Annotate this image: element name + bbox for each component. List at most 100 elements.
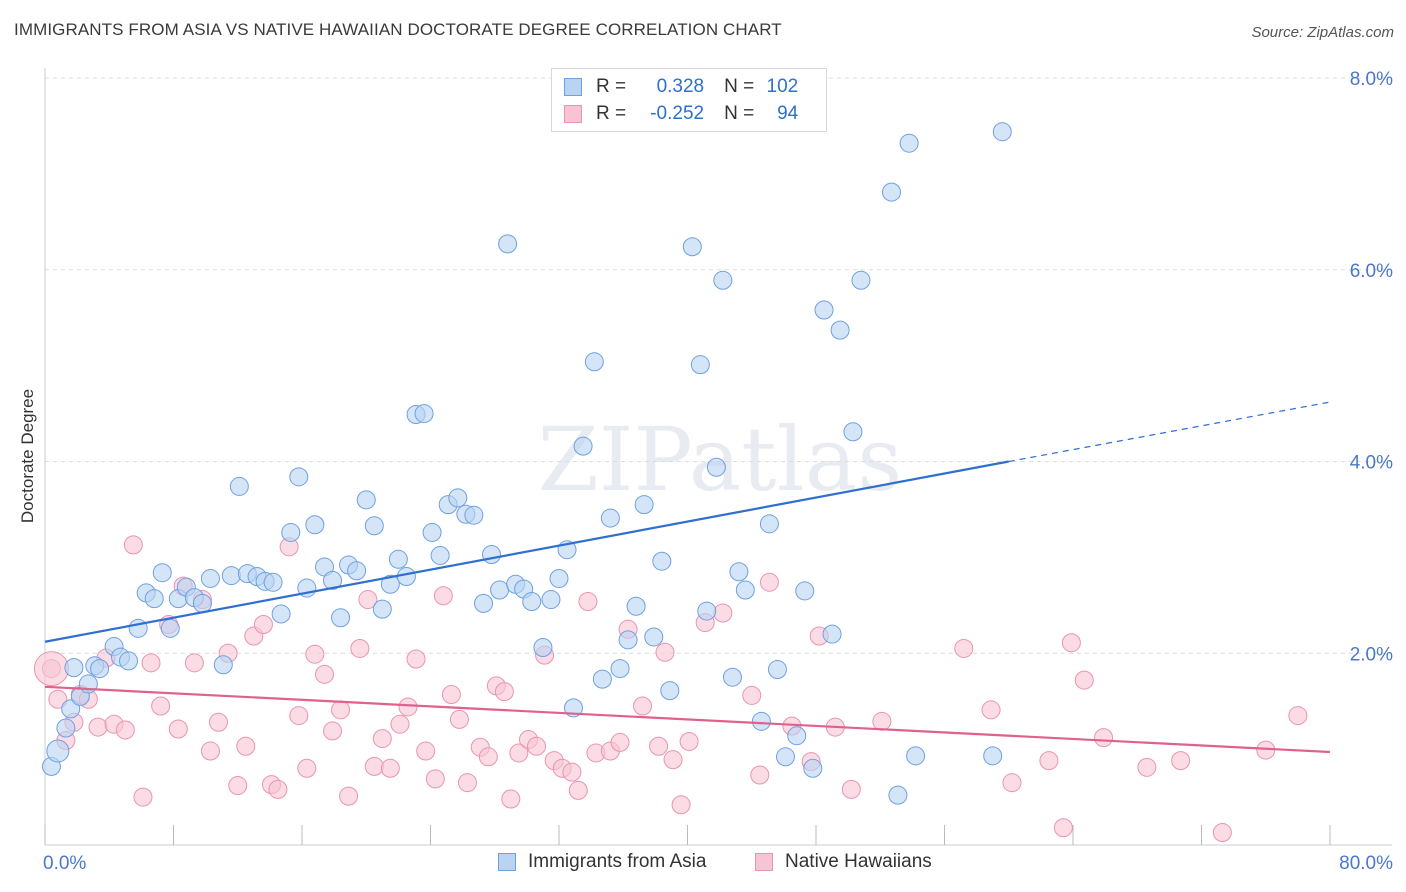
asia-point (690, 355, 710, 375)
asia-point (644, 627, 664, 647)
asia-point (498, 234, 518, 254)
asia-point (751, 711, 771, 731)
r-label: R = (596, 103, 627, 124)
hawaiian-point (750, 765, 770, 785)
tick-labels: 2.0% 4.0% 6.0% 8.0% 0.0% 80.0% (43, 69, 1393, 874)
hawaiian-point (457, 773, 477, 793)
n-value: 94 (777, 103, 799, 124)
source-label: Source: ZipAtlas.com (1251, 24, 1394, 41)
hawaiian-point-large (33, 651, 69, 687)
bottom-legend-asia: Immigrants from Asia (498, 851, 706, 873)
hawaiian-point (48, 689, 68, 709)
hawaiian-point (663, 750, 683, 770)
hawaiian-point (339, 786, 359, 806)
hawaiian-point (509, 743, 529, 763)
asia-point (533, 637, 553, 657)
hawaiian-point (568, 780, 588, 800)
asia-point (464, 505, 484, 525)
asia-point (119, 651, 139, 671)
asia-point (482, 544, 502, 564)
hawaiian-point (1053, 818, 1073, 838)
bottom-legend-hawaiian: Native Hawaiians (755, 851, 932, 873)
hawaiian-point (1002, 773, 1022, 793)
asia-point (775, 747, 795, 767)
y-tick-label: 6.0% (1350, 261, 1393, 282)
asia-point (843, 422, 863, 442)
hawaiian-point (314, 664, 334, 684)
hawaiian-point (133, 787, 153, 807)
chart-title: IMMIGRANTS FROM ASIA VS NATIVE HAWAIIAN … (14, 20, 782, 39)
hawaiian-point (1061, 633, 1081, 653)
axes (44, 68, 1392, 846)
asia-point (271, 604, 291, 624)
asia-point (522, 591, 542, 611)
hawaiian-point (358, 590, 378, 610)
asia-trend-line (44, 460, 1009, 643)
legend-label-asia: Immigrants from Asia (528, 851, 707, 872)
hawaiian-point (433, 586, 453, 606)
blue-swatch (564, 78, 582, 96)
hawaiian-point (88, 717, 108, 737)
asia-point (380, 574, 400, 594)
asia-point (992, 122, 1012, 142)
asia-point (906, 746, 926, 766)
asia-point (541, 590, 561, 610)
n-label: N = (724, 103, 755, 124)
hawaiian-point (841, 779, 861, 799)
asia-point (474, 593, 494, 613)
asia-point (851, 270, 871, 290)
hawaiian-point (742, 685, 762, 705)
asia-point (735, 580, 755, 600)
hawaiian-point (168, 719, 188, 739)
asia-point (213, 655, 233, 675)
asia-point (289, 467, 309, 487)
asia-point (697, 601, 717, 621)
y-axis-title: Doctorate Degree (18, 389, 37, 523)
hawaiian-point (236, 736, 256, 756)
asia-point (549, 568, 569, 588)
pink-swatch (564, 105, 582, 123)
asia-point (584, 352, 604, 372)
hawaiian-point (527, 736, 547, 756)
asia-trend-extension (1008, 401, 1331, 463)
asia-point (372, 599, 392, 619)
asia-point (281, 522, 301, 542)
pink-swatch (755, 853, 773, 871)
asia-point (305, 515, 325, 535)
hawaiian-point (141, 653, 161, 673)
asia-point (610, 659, 630, 679)
asia-point (660, 681, 680, 701)
hawaiian-point (350, 638, 370, 658)
hawaiian-point (981, 700, 1001, 720)
asia-point (787, 726, 807, 746)
r-label: R = (596, 76, 627, 97)
asia-point (46, 739, 70, 763)
asia-point (881, 182, 901, 202)
asia-point (814, 300, 834, 320)
hawaiian-point (297, 758, 317, 778)
hawaiian-point (494, 682, 514, 702)
y-tick-label: 8.0% (1350, 69, 1393, 90)
asia-point (263, 572, 283, 592)
asia-point (229, 476, 249, 496)
asia-point (364, 516, 384, 536)
hawaiian-point (305, 644, 325, 664)
hawaiian-point (200, 741, 220, 761)
hawaiian-point (123, 535, 143, 555)
asia-point (759, 514, 779, 534)
r-value: -0.252 (650, 103, 705, 124)
hawaiian-point (268, 779, 288, 799)
hawaiian-point (1094, 728, 1114, 748)
asia-point (144, 589, 164, 609)
hawaiian-point (1074, 670, 1094, 690)
hawaiian-point (562, 762, 582, 782)
asia-point (396, 567, 416, 587)
hawaiian-point (655, 642, 675, 662)
legend-row-asia: R = 0.328 N = 102 (564, 74, 798, 100)
hawaiian-point (416, 741, 436, 761)
asia-point (414, 404, 434, 424)
asia-point (152, 563, 172, 583)
legend-label-hawaiian: Native Hawaiians (785, 851, 932, 872)
asia-point (682, 237, 702, 257)
